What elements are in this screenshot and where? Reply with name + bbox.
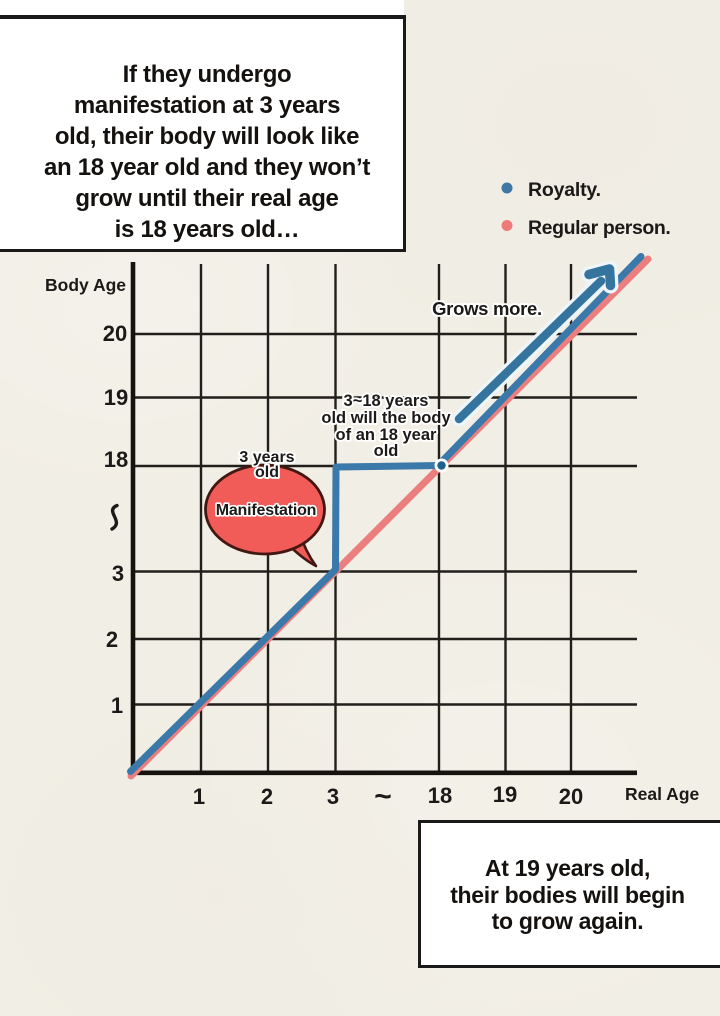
svg-text:18: 18 bbox=[428, 783, 452, 808]
svg-text:2: 2 bbox=[261, 784, 273, 809]
svg-text:2: 2 bbox=[106, 627, 118, 652]
svg-text:19: 19 bbox=[104, 385, 128, 410]
svg-text:3: 3 bbox=[327, 784, 339, 809]
svg-text:3 years: 3 years bbox=[239, 449, 294, 466]
svg-text:18: 18 bbox=[104, 447, 128, 472]
svg-text:1: 1 bbox=[111, 693, 123, 718]
svg-text:Body Age: Body Age bbox=[45, 275, 126, 295]
svg-text:Real Age: Real Age bbox=[625, 784, 700, 804]
svg-text:Manifestation: Manifestation bbox=[216, 502, 317, 519]
svg-text:19: 19 bbox=[493, 782, 517, 807]
svg-text:Grows more.: Grows more. bbox=[432, 298, 542, 319]
svg-text:Royalty.: Royalty. bbox=[528, 179, 601, 201]
svg-text:~: ~ bbox=[374, 780, 392, 813]
svg-text:20: 20 bbox=[103, 321, 127, 346]
svg-text:3~18 years: 3~18 years bbox=[344, 392, 429, 410]
svg-text:old will the body: old will the body bbox=[321, 409, 451, 427]
svg-text:1: 1 bbox=[193, 784, 205, 809]
svg-text:20: 20 bbox=[559, 784, 583, 809]
svg-text:old: old bbox=[374, 442, 399, 460]
svg-text:of an 18 year: of an 18 year bbox=[336, 426, 437, 444]
svg-text:3: 3 bbox=[112, 561, 124, 586]
svg-text:old: old bbox=[255, 464, 279, 481]
svg-text:Regular person.: Regular person. bbox=[528, 217, 670, 239]
